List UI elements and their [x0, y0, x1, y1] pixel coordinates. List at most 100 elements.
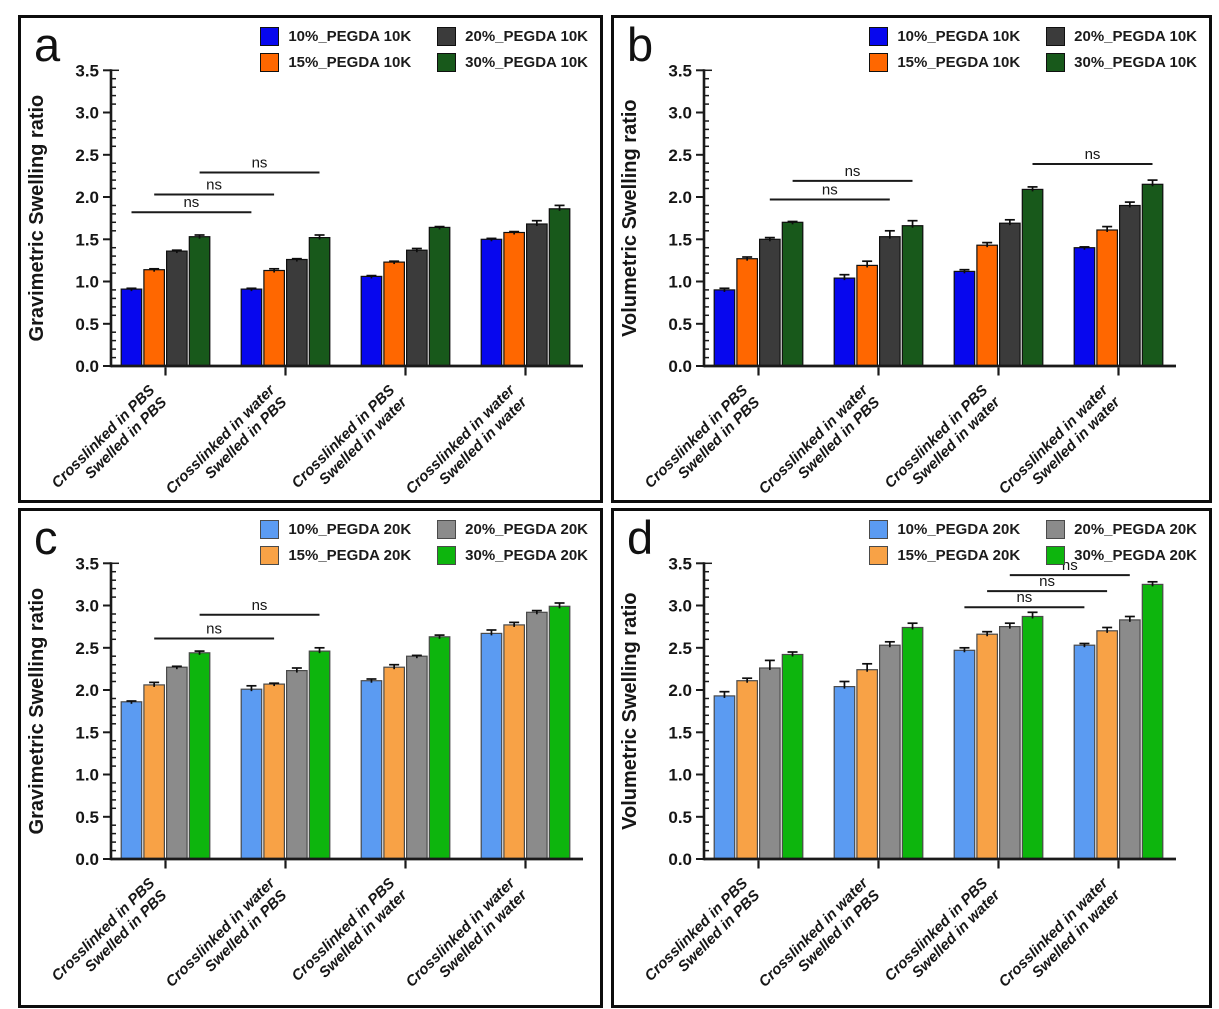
- legend-item: 30%_PEGDA 20K: [1046, 546, 1197, 565]
- bar: [1021, 188, 1044, 367]
- bar: [1073, 644, 1096, 860]
- ns-label: ns: [206, 621, 222, 638]
- y-tick-label: 1.5: [668, 723, 692, 742]
- bar: [120, 288, 143, 367]
- bar: [901, 626, 924, 860]
- x-tick-label: Crosslinked in waterSwelled in PBS: [163, 874, 292, 999]
- legend-label: 15%_PEGDA 10K: [288, 54, 412, 71]
- bar: [879, 236, 901, 367]
- legend-swatch-icon: [869, 546, 889, 565]
- y-tick-label: 2.0: [668, 681, 692, 700]
- legend: 10%_PEGDA 20K 20%_PEGDA 20K 15%_PEGDA 20K 3…: [869, 520, 1197, 565]
- legend-item: 15%_PEGDA 10K: [869, 53, 1020, 72]
- legend-item: 20%_PEGDA 10K: [437, 27, 588, 46]
- x-axis: Crosslinked in PBSSwelled in PBSCrosslin…: [48, 857, 583, 999]
- y-tick-label: 0.5: [75, 315, 99, 334]
- legend-label: 30%_PEGDA 20K: [1074, 547, 1197, 564]
- bar-chart: 0.0 0.5 1.0 1.5 2.0 2.5 3.0 3.5 Volumetric Swell…: [614, 18, 1209, 500]
- x-axis: Crosslinked in PBSSwelled in PBSCrosslin…: [641, 857, 1176, 997]
- y-tick-label: 3.0: [668, 597, 692, 616]
- legend-label: 20%_PEGDA 20K: [465, 521, 588, 538]
- bar: [1141, 183, 1164, 367]
- y-tick-label: 0.0: [75, 357, 99, 376]
- ns-label: ns: [206, 177, 222, 194]
- plot-svg: 0.0 0.5 1.0 1.5 2.0 2.5 3.0 3.5 Gravimetric Swel…: [26, 554, 583, 999]
- legend-label: 20%_PEGDA 10K: [465, 28, 588, 45]
- legend-label: 30%_PEGDA 10K: [1074, 54, 1197, 71]
- significance-brackets: ns ns: [154, 597, 320, 640]
- bar: [360, 680, 383, 860]
- bar: [286, 670, 308, 860]
- y-tick-label: 0.5: [75, 808, 99, 827]
- legend-swatch-icon: [869, 53, 889, 72]
- legend-swatch-icon: [1046, 27, 1066, 46]
- bar: [879, 644, 901, 860]
- ns-label: ns: [252, 597, 268, 614]
- legend-item: 10%_PEGDA 20K: [260, 520, 411, 539]
- y-tick-label: 0.5: [668, 808, 692, 827]
- legend-label: 20%_PEGDA 10K: [1074, 28, 1197, 45]
- y-tick-label: 2.0: [75, 188, 99, 207]
- bar: [480, 632, 503, 860]
- y-tick-label: 3.5: [668, 61, 692, 80]
- legend-label: 20%_PEGDA 20K: [1074, 521, 1197, 538]
- bars: [120, 204, 571, 367]
- legend-swatch-icon: [260, 546, 280, 565]
- y-tick-label: 1.5: [75, 723, 99, 742]
- bar: [736, 258, 759, 367]
- bar-chart: 0.0 0.5 1.0 1.5 2.0 2.5 3.0 3.5 Volumetric Swell…: [614, 511, 1209, 1005]
- y-tick-label: 2.5: [668, 146, 692, 165]
- bar: [856, 669, 878, 860]
- bar: [781, 221, 804, 367]
- bar: [1141, 583, 1164, 860]
- bar: [120, 701, 143, 860]
- legend-swatch-icon: [260, 53, 280, 72]
- y-axis: 0.0 0.5 1.0 1.5 2.0 2.5 3.0 3.5 Volumetric Swell…: [619, 554, 712, 869]
- panel-letter: a: [34, 18, 61, 71]
- y-tick-label: 2.5: [75, 639, 99, 658]
- y-tick-label: 1.0: [75, 273, 99, 292]
- legend-swatch-icon: [1046, 53, 1066, 72]
- legend-item: 30%_PEGDA 10K: [437, 53, 588, 72]
- y-tick-label: 1.5: [75, 230, 99, 249]
- bar: [736, 680, 759, 860]
- bar: [759, 238, 781, 367]
- x-tick-label: Crosslinked in PBSSwelled in PBS: [641, 875, 763, 997]
- bar: [503, 624, 525, 860]
- bar: [428, 636, 451, 860]
- legend-item: 20%_PEGDA 20K: [437, 520, 588, 539]
- ns-label: ns: [822, 182, 838, 199]
- bar: [480, 238, 503, 367]
- bar: [999, 222, 1021, 367]
- bar: [240, 288, 263, 367]
- bar: [759, 667, 781, 860]
- ns-label: ns: [183, 194, 199, 211]
- bar: [188, 236, 211, 367]
- legend-swatch-icon: [869, 520, 889, 539]
- bar-chart: 0.0 0.5 1.0 1.5 2.0 2.5 3.0 3.5 Gravimetric Swel…: [21, 18, 600, 500]
- y-axis-title: Volumetric Swelling ratio: [619, 592, 641, 829]
- bars: [713, 179, 1164, 367]
- legend-item: 30%_PEGDA 10K: [1046, 53, 1197, 72]
- y-tick-label: 3.0: [75, 597, 99, 616]
- legend-swatch-icon: [437, 546, 457, 565]
- bar: [143, 269, 166, 367]
- legend-swatch-icon: [437, 520, 457, 539]
- y-tick-label: 1.0: [75, 766, 99, 785]
- y-axis: 0.0 0.5 1.0 1.5 2.0 2.5 3.0 3.5 Gravimetric Swel…: [26, 554, 119, 869]
- panel-letter: b: [627, 18, 654, 71]
- x-tick-label: Crosslinked in PBSSwelled in water: [288, 874, 411, 997]
- y-tick-label: 1.5: [668, 230, 692, 249]
- bar: [503, 231, 525, 367]
- bar: [548, 605, 571, 860]
- bar: [833, 277, 856, 367]
- x-tick-label: Crosslinked in PBSSwelled in water: [881, 381, 1004, 494]
- legend-label: 15%_PEGDA 10K: [897, 54, 1021, 71]
- y-axis-title: Volumetric Swelling ratio: [619, 99, 641, 336]
- y-axis: 0.0 0.5 1.0 1.5 2.0 2.5 3.0 3.5 Volumetric Swell…: [619, 61, 712, 376]
- panel-b: b 10%_PEGDA 10K 20%_PEGDA 10K 15%_PEGDA 10…: [611, 15, 1212, 503]
- legend-item: 10%_PEGDA 10K: [260, 27, 411, 46]
- bar: [1021, 615, 1044, 860]
- y-tick-label: 0.5: [668, 315, 692, 334]
